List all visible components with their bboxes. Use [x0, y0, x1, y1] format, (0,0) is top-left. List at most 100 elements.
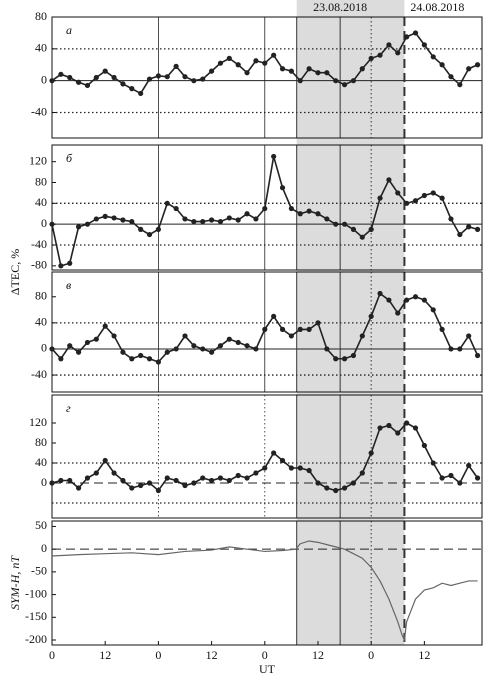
- data-point: [466, 66, 472, 72]
- data-point: [279, 326, 286, 332]
- data-point: [111, 470, 117, 476]
- data-point: [75, 485, 82, 491]
- data-point: [466, 224, 472, 230]
- data-point: [111, 333, 117, 339]
- data-point: [67, 260, 73, 266]
- y-tick-label: 80: [35, 289, 47, 303]
- data-point: [226, 215, 232, 221]
- data-point: [120, 477, 126, 484]
- y-tick-label: -40: [31, 367, 47, 381]
- data-point: [395, 430, 401, 436]
- data-point: [84, 82, 91, 89]
- data-point: [359, 333, 365, 339]
- data-point: [58, 356, 64, 362]
- data-point: [129, 86, 135, 92]
- data-point: [102, 213, 108, 219]
- data-point: [58, 477, 64, 484]
- data-point: [368, 226, 374, 232]
- data-point: [430, 54, 436, 60]
- x-tick-label: 12: [206, 648, 218, 662]
- data-point: [235, 339, 241, 346]
- data-point: [359, 470, 365, 476]
- data-point: [341, 221, 348, 227]
- data-point: [182, 74, 188, 80]
- data-point: [120, 217, 126, 223]
- data-point: [457, 346, 463, 352]
- event-label: 24.08.2018: [410, 0, 464, 14]
- data-point: [474, 226, 481, 232]
- data-point: [235, 217, 241, 223]
- x-tick-label: 12: [312, 648, 324, 662]
- data-point: [368, 313, 374, 319]
- data-point: [67, 477, 73, 484]
- data-point: [279, 457, 286, 464]
- data-point: [244, 343, 250, 349]
- data-point: [155, 359, 161, 365]
- data-point: [226, 55, 232, 61]
- data-point: [421, 297, 427, 303]
- data-point: [368, 450, 374, 456]
- data-point: [146, 231, 153, 238]
- data-point: [350, 78, 357, 84]
- data-point: [253, 216, 259, 222]
- data-point: [448, 74, 454, 80]
- data-point: [49, 480, 55, 486]
- data-point: [395, 50, 401, 56]
- data-point: [138, 226, 144, 232]
- y-tick-label: -200: [25, 632, 47, 646]
- data-point: [412, 425, 419, 431]
- data-point: [448, 472, 454, 479]
- panel-label: б: [66, 151, 73, 165]
- data-point: [333, 487, 339, 494]
- data-point: [271, 313, 277, 319]
- data-point: [93, 336, 99, 342]
- data-point: [448, 346, 454, 352]
- data-point: [191, 480, 197, 486]
- data-point: [182, 333, 188, 339]
- data-point: [146, 76, 153, 82]
- panel-frame: [51, 144, 483, 271]
- data-point: [377, 52, 383, 58]
- data-point: [67, 343, 73, 349]
- data-point: [182, 482, 188, 489]
- data-point: [58, 263, 64, 269]
- y-tick-label: 120: [29, 415, 47, 429]
- y-tick-label: 40: [35, 455, 47, 469]
- y-tick-label: 0: [41, 341, 47, 355]
- x-tick-label: 0: [155, 648, 161, 662]
- data-point: [217, 343, 224, 349]
- y-tick-label: 40: [35, 41, 47, 55]
- data-point: [208, 68, 215, 74]
- data-point: [439, 475, 445, 481]
- data-point: [217, 218, 224, 225]
- data-point: [226, 477, 232, 484]
- data-point: [173, 477, 179, 484]
- data-point: [102, 323, 108, 329]
- panel-label: г: [66, 401, 71, 415]
- data-point: [457, 480, 463, 486]
- data-point: [341, 82, 348, 88]
- data-point: [75, 79, 82, 85]
- data-point: [49, 346, 55, 352]
- data-point: [297, 465, 303, 471]
- y-tick-label: 0: [41, 216, 47, 230]
- data-point: [191, 78, 197, 84]
- y-tick-label: 120: [29, 153, 47, 167]
- data-point: [244, 70, 250, 76]
- data-point: [315, 480, 321, 486]
- data-point: [377, 195, 383, 201]
- data-point: [412, 30, 419, 36]
- data-point: [164, 475, 170, 481]
- data-point: [262, 326, 268, 332]
- data-point: [93, 216, 99, 222]
- data-point: [173, 63, 179, 69]
- data-point: [138, 352, 144, 359]
- data-point: [120, 81, 126, 87]
- data-point: [244, 475, 250, 481]
- data-point: [279, 185, 286, 191]
- data-point: [368, 55, 374, 61]
- y-tick-label: 40: [35, 195, 47, 209]
- data-point: [129, 485, 135, 491]
- data-point: [120, 349, 126, 355]
- data-point: [155, 487, 161, 494]
